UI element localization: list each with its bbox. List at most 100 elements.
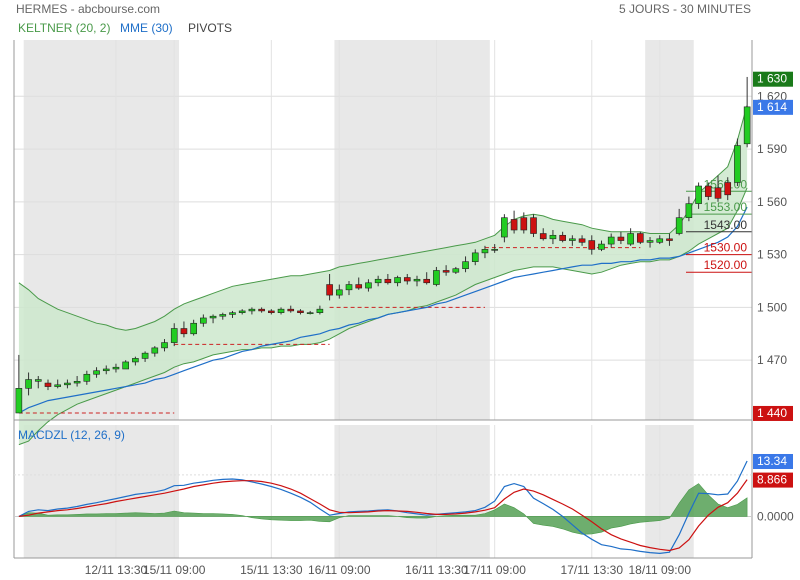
candle [384,273,392,285]
candle-body [569,238,576,241]
candle-body [539,233,547,240]
candle-body [598,243,605,250]
chart-title: HERMES - abcbourse.com [16,2,161,16]
candle [724,177,732,201]
candle [287,305,295,313]
candle-body [433,270,440,285]
candle-body [520,217,528,231]
pivots-legend[interactable]: PIVOTS [188,21,233,35]
candle-body [316,308,324,313]
keltner-upper-line [18,104,748,331]
candle-body [549,234,557,240]
candle-body [501,217,508,238]
candle-body [462,261,469,270]
candle [141,351,149,362]
x-tick-label: 12/11 13:30 [85,563,148,577]
pivot-label: 1553.00 [704,200,748,214]
candle-body [268,310,275,313]
candle [462,256,469,273]
candle-body [491,249,498,251]
candle [190,319,197,336]
candle-body [161,342,168,349]
y-tick-label: 1 470 [757,353,787,367]
candle [452,266,460,274]
candle-body [355,284,363,289]
candle-body [151,347,159,354]
candle [734,138,741,187]
pivot-label: 1543.00 [704,218,748,232]
y-tick-label: 1 620 [757,89,787,103]
x-tick-label: 16/11 09:00 [308,563,371,577]
candle [471,249,479,266]
candle [491,244,498,253]
candle-body [578,238,586,243]
candle [559,231,566,243]
candle-body [248,308,256,312]
candle-body [112,366,120,370]
candle [93,367,100,378]
candle [132,356,139,366]
candle [355,277,363,290]
candle-body [637,233,644,243]
candle-body [306,312,314,314]
candle [520,212,528,234]
macd-histogram [18,483,748,535]
candle-body [190,322,197,335]
session-shade [645,425,694,558]
candle-body [588,240,596,250]
y-tick-label: 1 590 [757,142,787,156]
candle-body [25,379,32,389]
candle [569,235,576,246]
candle [306,310,314,315]
candle-body [73,380,81,384]
macd-badge-label: 13.34 [757,454,787,468]
candle [83,370,91,385]
candle-body [646,240,654,243]
price-badge-label: 1 440 [757,406,787,420]
candle [714,175,722,202]
candle-body [209,315,217,319]
candle-body [666,238,673,241]
candle-body [345,284,353,291]
candle-body [122,361,129,370]
ema-line [18,206,748,414]
y-tick-label: 1 500 [757,300,787,314]
candle-body [64,382,71,386]
candle-body [15,388,23,414]
candle [326,273,333,301]
candle [627,228,634,246]
candle-body [743,106,751,145]
candle [365,279,372,292]
candle [675,208,683,236]
keltner-legend[interactable]: KELTNER (20, 2) [18,21,111,35]
mme-legend[interactable]: MME (30) [120,21,173,35]
macd-line [18,460,748,555]
candle-body [34,379,42,382]
candle [180,321,188,338]
candle-body [44,382,52,387]
candle-body [695,185,702,204]
candle [695,182,702,209]
x-tick-label: 16/11 13:30 [405,563,468,577]
candle [335,284,343,299]
candle [44,379,52,391]
candle [607,233,615,248]
candle [25,372,32,396]
candle-body [403,277,411,282]
macd-badge-label: 8.866 [757,473,787,487]
candle [316,305,324,315]
candle [200,314,207,327]
candle [510,210,518,234]
candle [268,309,275,315]
candle [588,235,596,255]
candle-body [258,308,265,312]
candle-body [510,219,518,231]
candle-body [180,328,188,335]
price-badge [753,71,793,87]
price-badge-label: 1 630 [757,72,787,86]
candle-body [238,310,246,313]
price-badge [753,99,793,115]
candle [102,365,110,375]
candle-body [219,314,227,317]
candle-body [326,284,333,296]
